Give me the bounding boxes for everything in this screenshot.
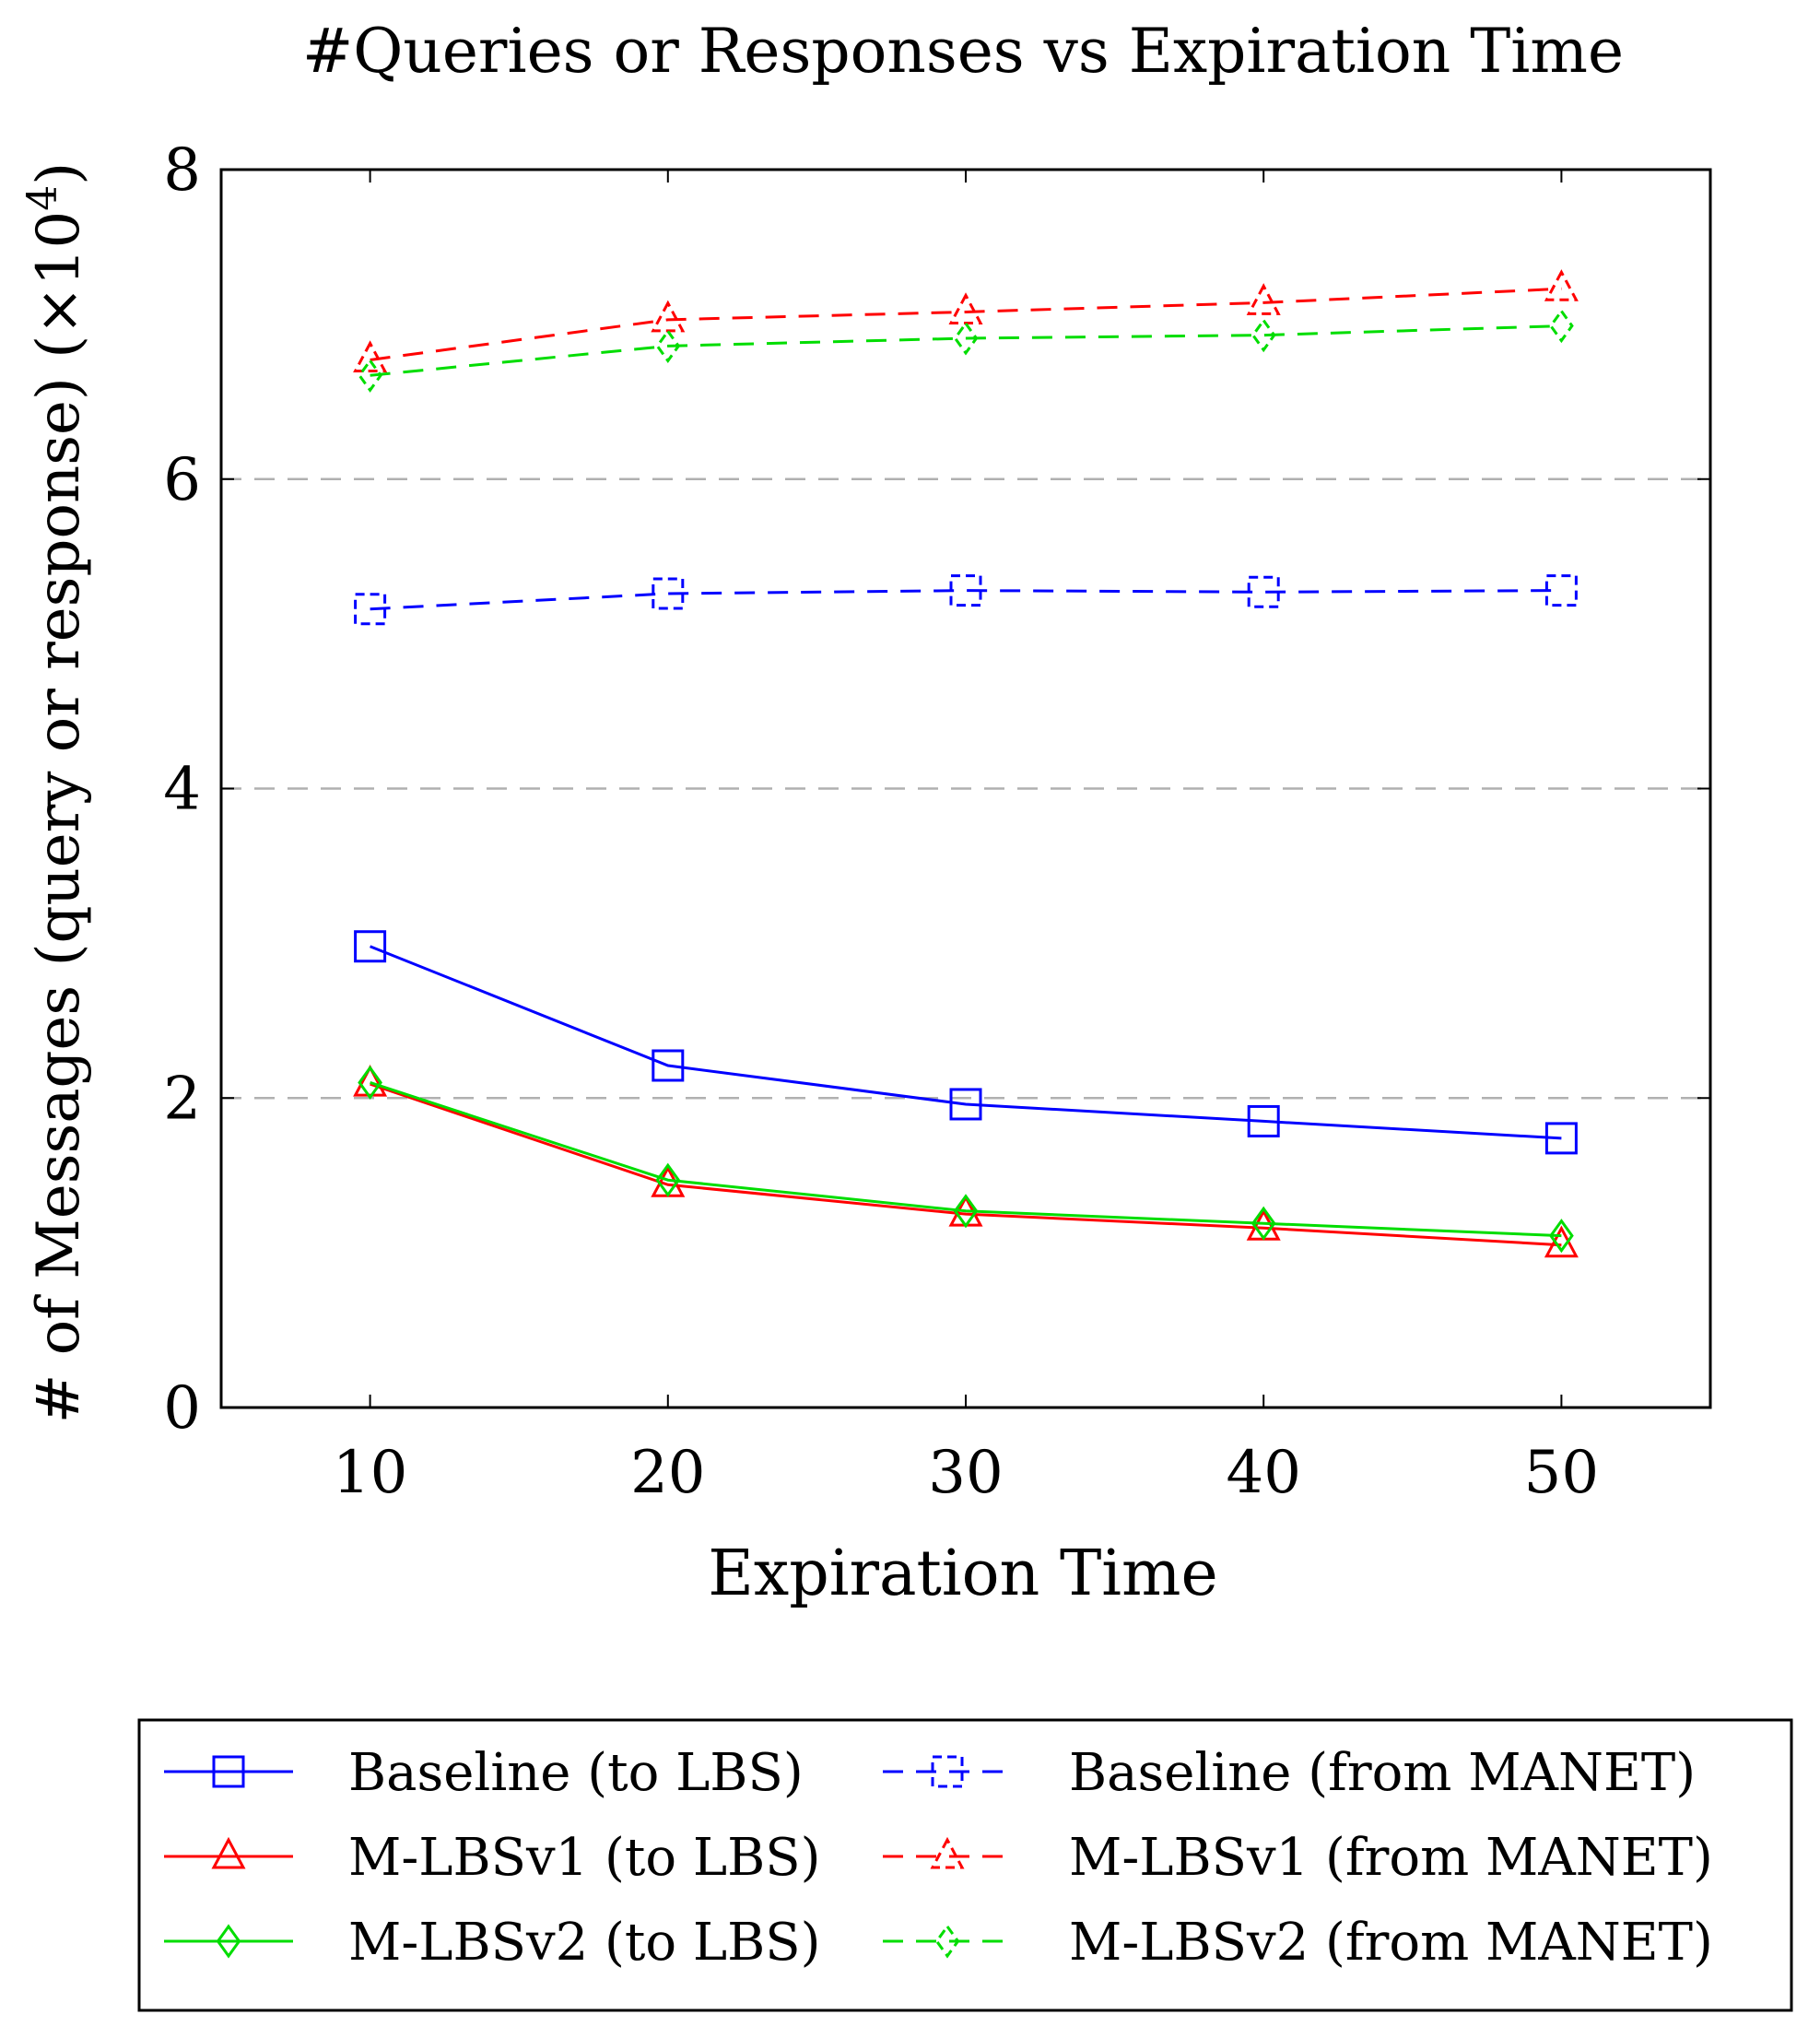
data-point-marker: [358, 358, 382, 393]
series-baseline-from-manet: [354, 574, 1578, 626]
legend-label: Baseline (from MANET): [1069, 1743, 1696, 1803]
legend-item: Baseline (from MANET): [883, 1743, 1696, 1803]
data-point-marker: [1251, 318, 1276, 353]
data-point-marker: [931, 1755, 964, 1788]
x-axis-label: Expiration Time: [708, 1537, 1218, 1610]
data-point-marker: [1247, 575, 1280, 608]
data-point-marker: [655, 1162, 681, 1197]
data-point-marker: [949, 574, 982, 607]
data-point-marker: [212, 1755, 245, 1788]
data-point-marker: [1247, 1104, 1280, 1137]
y-axis-label-exponent: 4: [19, 185, 66, 211]
legend-box: [137, 1718, 1793, 2012]
y-tick-label: 2: [163, 1065, 201, 1133]
legend-label: M-LBSv2 (from MANET): [1069, 1913, 1713, 1973]
x-tick-label: 50: [1524, 1439, 1599, 1507]
chart-title: #Queries or Responses vs Expiration Time: [302, 16, 1624, 87]
data-point-marker: [930, 1836, 965, 1869]
legend-item: Baseline (to LBS): [164, 1743, 804, 1803]
series-line: [370, 945, 1562, 1140]
y-tick-label: 8: [163, 136, 201, 205]
legend-item: M-LBSv1 (from MANET): [883, 1828, 1713, 1888]
y-axis-label: # of Messages (query or response) (×104): [19, 162, 93, 1423]
data-point-marker: [353, 340, 388, 372]
legend-label: M-LBSv1 (to LBS): [348, 1828, 820, 1888]
data-point-marker: [1549, 1219, 1574, 1254]
x-tick-label: 20: [630, 1439, 705, 1507]
data-point-marker: [953, 1194, 979, 1229]
series-line: [370, 1081, 1562, 1238]
legend-item: M-LBSv1 (to LBS): [164, 1828, 820, 1888]
x-tick-label: 40: [1226, 1439, 1300, 1507]
data-point-marker: [953, 321, 979, 356]
data-point-marker: [1544, 1122, 1578, 1155]
data-point-marker: [1251, 1206, 1276, 1241]
legend-item: M-LBSv2 (from MANET): [883, 1913, 1713, 1973]
y-axis-label-suffix: ): [25, 162, 93, 185]
data-point-marker: [651, 300, 686, 333]
y-axis-label-main: # of Messages (query or response) (×10: [25, 211, 93, 1424]
y-tick-label: 4: [163, 756, 201, 824]
y-axis-label-group: # of Messages (query or response) (×104): [19, 162, 93, 1423]
data-point-marker: [949, 1088, 982, 1121]
series-m-lbsv1-from-manet: [353, 269, 1579, 372]
data-point-marker: [1549, 308, 1574, 344]
legend-label: M-LBSv2 (to LBS): [348, 1913, 820, 1973]
y-tick-label: 6: [163, 446, 201, 514]
data-point-marker: [358, 1065, 382, 1101]
data-point-marker: [934, 1924, 960, 1959]
data-point-marker: [1246, 283, 1281, 315]
series-layer: [353, 269, 1579, 1258]
series-m-lbsv2-from-manet: [358, 308, 1574, 393]
y-tick-label: 0: [163, 1374, 201, 1443]
series-m-lbsv2-to-lbs: [358, 1065, 1574, 1254]
data-point-marker: [652, 1049, 685, 1082]
legend: Baseline (to LBS) Baseline (from MANET) M-…: [164, 1743, 1713, 1973]
data-point-marker: [216, 1924, 241, 1959]
axis-ticks: 0 2 4 6 8 10 20 30 40 50: [163, 136, 1710, 1507]
data-point-marker: [948, 292, 983, 324]
legend-label: Baseline (to LBS): [348, 1743, 804, 1803]
series-line: [370, 324, 1562, 377]
data-point-marker: [1544, 574, 1578, 607]
data-point-marker: [655, 328, 681, 363]
series-baseline-to-lbs: [354, 930, 1578, 1155]
series-line: [370, 287, 1562, 361]
data-point-marker: [354, 593, 387, 626]
legend-item: M-LBSv2 (to LBS): [164, 1913, 820, 1973]
x-tick-label: 10: [333, 1439, 407, 1507]
data-point-marker: [652, 577, 685, 610]
legend-label: M-LBSv1 (from MANET): [1069, 1828, 1713, 1888]
data-point-marker: [211, 1836, 246, 1869]
data-point-marker: [354, 930, 387, 963]
data-point-marker: [1544, 269, 1579, 301]
x-tick-label: 30: [928, 1439, 1003, 1507]
series-line: [370, 1082, 1562, 1247]
grid-lines: [221, 477, 1710, 1100]
